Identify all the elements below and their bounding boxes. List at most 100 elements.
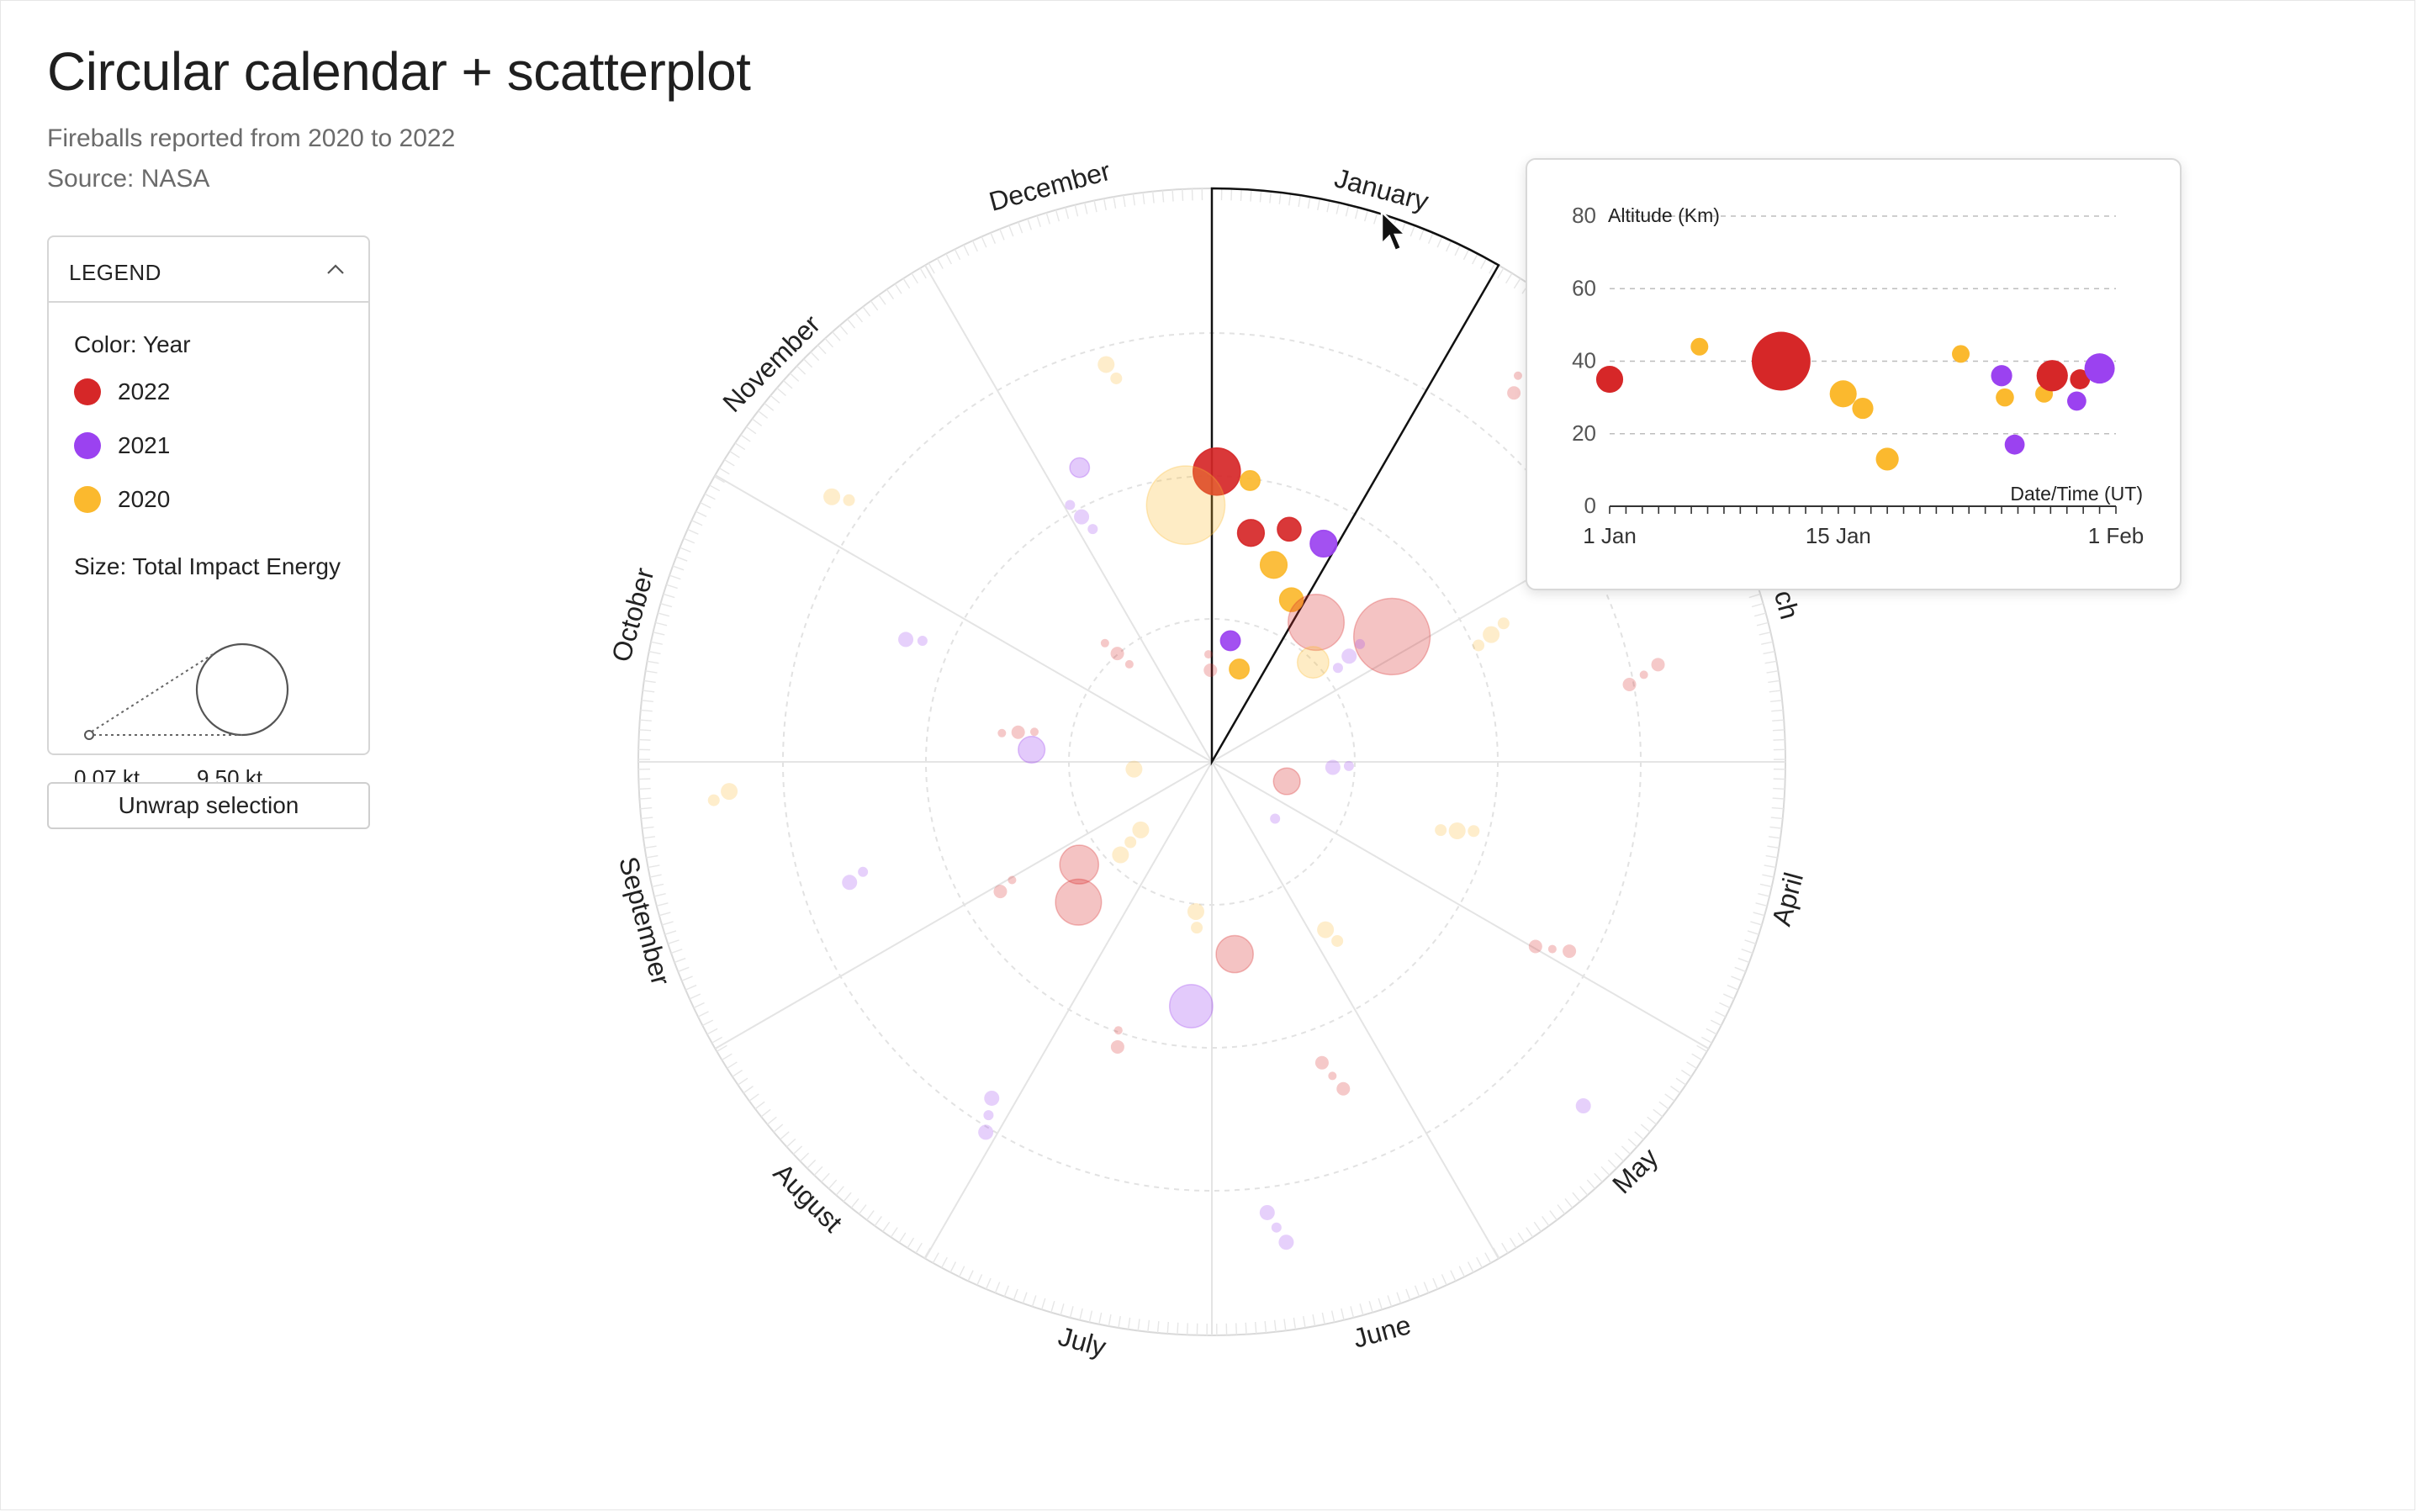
day-tick [971, 240, 978, 252]
tooltip-point[interactable] [2070, 369, 2091, 389]
calendar-point-faded [1029, 727, 1039, 737]
day-tick [1419, 229, 1425, 241]
day-tick [1036, 215, 1041, 228]
day-tick [932, 1252, 939, 1264]
tooltip-point[interactable] [2067, 391, 2086, 411]
calendar-point[interactable] [1193, 447, 1241, 496]
calendar-point-faded [1341, 648, 1357, 664]
legend-header[interactable]: LEGEND [49, 237, 368, 303]
calendar-point-faded [707, 794, 720, 806]
day-tick [1040, 1298, 1046, 1310]
day-tick [1142, 192, 1145, 204]
tooltip-point[interactable] [1829, 380, 1857, 408]
calendar-point[interactable] [1296, 646, 1330, 679]
selected-month-wedge[interactable] [1210, 187, 1500, 766]
day-tick [1341, 1308, 1345, 1320]
day-tick [655, 621, 668, 626]
day-tick [639, 729, 652, 732]
calendar-point-faded [978, 1124, 994, 1140]
day-tick [1753, 912, 1765, 917]
calendar-point[interactable] [1287, 594, 1346, 652]
tooltip-point[interactable] [1595, 366, 1624, 394]
calendar-point-faded [1336, 1081, 1351, 1096]
day-tick [1758, 892, 1770, 897]
tooltip-x-tick-label: 1 Jan [1583, 523, 1637, 548]
day-tick [649, 874, 662, 878]
calendar-point[interactable] [1236, 519, 1266, 547]
tooltip-point[interactable] [1852, 397, 1874, 420]
calendar-point[interactable] [1219, 630, 1241, 652]
tooltip-point[interactable] [1952, 345, 1970, 363]
day-tick [691, 520, 703, 526]
day-tick [792, 1145, 803, 1155]
day-tick [854, 312, 864, 323]
day-tick [1526, 1227, 1534, 1238]
chevron-up-icon[interactable] [323, 256, 348, 282]
day-tick [1763, 651, 1775, 655]
calendar-point-faded [983, 1110, 994, 1121]
tooltip-point[interactable] [1991, 365, 2012, 387]
day-tick [729, 451, 740, 458]
day-tick [882, 1221, 891, 1232]
month-label-march-partial: ch [1769, 587, 1806, 622]
calendar-point[interactable] [1277, 516, 1302, 542]
radial-points [707, 356, 1665, 1250]
day-tick [1137, 1319, 1140, 1331]
calendar-point-faded [1622, 677, 1637, 691]
day-tick [780, 1131, 790, 1140]
day-tick [1127, 1317, 1131, 1330]
calendar-point[interactable] [1352, 597, 1431, 676]
day-tick [1335, 202, 1341, 214]
tooltip-point[interactable] [1996, 388, 2014, 407]
calendar-point[interactable] [1309, 529, 1338, 558]
tooltip-point[interactable] [1690, 337, 1709, 356]
day-tick [1317, 198, 1321, 211]
calendar-point[interactable] [1272, 767, 1301, 796]
calendar-point[interactable] [1278, 587, 1304, 612]
calendar-point[interactable] [1059, 844, 1100, 885]
tooltip-point[interactable] [2036, 360, 2068, 392]
day-tick [1505, 272, 1513, 284]
calendar-point[interactable] [1018, 735, 1046, 764]
day-tick [1675, 1077, 1686, 1086]
day-tick [786, 1138, 796, 1148]
month-spoke [714, 761, 1213, 1049]
tooltip-point[interactable] [1751, 331, 1811, 391]
day-tick [700, 502, 711, 509]
month-spoke [1211, 761, 1710, 1049]
day-tick [681, 975, 693, 981]
calendar-point-faded [823, 488, 841, 505]
calendar-point[interactable] [1240, 470, 1261, 491]
day-tick [828, 1179, 838, 1189]
calendar-point[interactable] [1229, 658, 1251, 680]
day-tick [640, 806, 653, 810]
day-tick [646, 854, 658, 859]
calendar-point[interactable] [1259, 551, 1288, 579]
calendar-point[interactable] [1055, 878, 1103, 926]
day-tick [928, 262, 935, 274]
unwrap-selection-button[interactable]: Unwrap selection [47, 782, 370, 829]
day-tick [1737, 957, 1750, 964]
day-tick [1359, 1303, 1364, 1316]
day-tick [866, 1210, 875, 1221]
tooltip-point[interactable] [1875, 447, 1899, 471]
day-tick [650, 641, 663, 645]
day-tick [1773, 738, 1785, 741]
day-tick [1768, 836, 1781, 839]
day-tick [1003, 1285, 1010, 1298]
day-tick [669, 574, 681, 580]
tooltip-point[interactable] [2004, 434, 2025, 455]
day-tick [985, 1277, 992, 1290]
day-tick [770, 394, 780, 404]
day-tick [1350, 1306, 1355, 1319]
calendar-point[interactable] [1145, 465, 1226, 546]
calendar-point[interactable] [1215, 934, 1255, 974]
calendar-point[interactable] [1168, 984, 1214, 1028]
calendar-point[interactable] [1069, 457, 1091, 478]
day-tick [1710, 1019, 1722, 1027]
day-tick [1414, 1285, 1420, 1298]
tooltip-point[interactable] [2084, 353, 2115, 384]
calendar-point-faded [1331, 934, 1344, 947]
